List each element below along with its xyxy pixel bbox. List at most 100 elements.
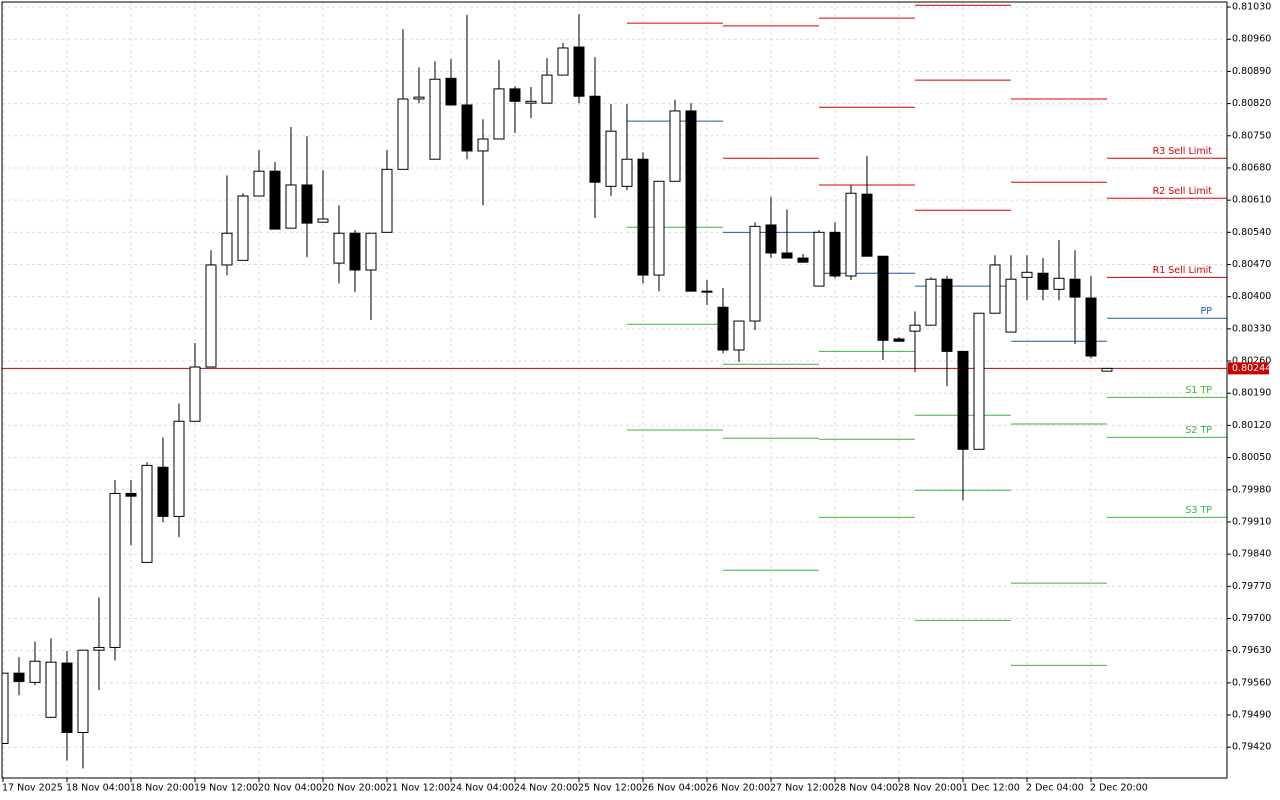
candle-body [429, 78, 441, 160]
candle-body [749, 225, 761, 322]
x-tick-label: 24 Nov 04:00 [450, 783, 514, 794]
candle-body [349, 232, 361, 271]
candle-body [653, 180, 665, 276]
x-tick-label: 26 Nov 04:00 [642, 783, 706, 794]
y-tick-label: 0.79420 [1232, 742, 1271, 753]
candle-body [365, 232, 377, 271]
candle-body [989, 264, 1001, 314]
y-tick-label: 0.79980 [1232, 484, 1271, 495]
level-label: S2 TP [1185, 425, 1212, 436]
candle-body [333, 232, 345, 264]
candle-body [125, 492, 137, 497]
plot-frame [1, 1, 1228, 779]
x-tick-label: 2 Dec 04:00 [1026, 783, 1084, 794]
y-tick-label: 0.79630 [1232, 645, 1271, 656]
y-tick-label: 0.79770 [1232, 581, 1271, 592]
level-label: R1 Sell Limit [1153, 265, 1213, 276]
candle-body [317, 218, 329, 223]
candle-body [493, 88, 505, 140]
candle-body [381, 168, 393, 233]
y-tick-label: 0.80190 [1232, 388, 1271, 399]
candle-body [941, 278, 953, 352]
y-tick-label: 0.79910 [1232, 516, 1271, 527]
x-tick-label: 21 Nov 12:00 [386, 783, 450, 794]
x-tick-label: 19 Nov 12:00 [194, 783, 258, 794]
x-tick-label: 28 Nov 20:00 [898, 783, 962, 794]
x-tick-label: 20 Nov 04:00 [258, 783, 322, 794]
candle-body [717, 306, 729, 351]
candle-body [461, 104, 473, 152]
candle-body [797, 257, 809, 263]
y-tick-label: 0.81030 [1232, 2, 1271, 13]
candle-body [1069, 278, 1081, 298]
y-tick-label: 0.80960 [1232, 34, 1271, 45]
candle-body [1005, 278, 1017, 333]
y-tick-label: 0.80680 [1232, 162, 1271, 173]
candle-body [173, 420, 185, 517]
candle-body [525, 100, 537, 104]
current-price-label: 0.80244 [1232, 363, 1271, 374]
x-tick-label: 1 Dec 12:00 [962, 783, 1020, 794]
level-label: R3 Sell Limit [1153, 146, 1213, 157]
candle-body [413, 96, 425, 100]
candle-body [877, 255, 889, 341]
x-tick-label: 18 Nov 04:00 [66, 783, 130, 794]
candle-body [957, 350, 969, 450]
candle-body [541, 74, 553, 104]
x-tick-label: 18 Nov 20:00 [130, 783, 194, 794]
candle-body [861, 193, 873, 257]
y-tick-label: 0.80260 [1232, 356, 1271, 367]
candle-body [1101, 367, 1113, 372]
candle-body [189, 366, 201, 422]
y-tick-label: 0.80890 [1232, 66, 1271, 77]
candle-body [973, 312, 985, 450]
candle-body [701, 290, 713, 293]
candle-body [637, 158, 649, 276]
candle-body [509, 88, 521, 102]
x-tick-label: 2 Dec 20:00 [1090, 783, 1148, 794]
candle-body [893, 338, 905, 342]
candle-body [781, 252, 793, 259]
candle-body [1085, 297, 1097, 357]
candle-body [93, 646, 105, 651]
y-tick-label: 0.79700 [1232, 613, 1271, 624]
candle-body [1053, 277, 1065, 290]
y-tick-label: 0.80120 [1232, 420, 1271, 431]
x-tick-label: 25 Nov 12:00 [578, 783, 642, 794]
candle-body [813, 231, 825, 287]
candle-body [829, 231, 841, 277]
candle-body [205, 264, 217, 368]
candle-body [157, 466, 169, 517]
candle-body [845, 192, 857, 277]
y-tick-label: 0.80610 [1232, 195, 1271, 206]
candle-body [253, 170, 265, 197]
candle-body [477, 138, 489, 152]
y-tick-label: 0.80820 [1232, 98, 1271, 109]
x-tick-label: 17 Nov 2025 [2, 783, 63, 794]
candle-body [605, 130, 617, 187]
candle-body [557, 47, 569, 76]
y-tick-label: 0.79840 [1232, 549, 1271, 560]
x-tick-label: 26 Nov 20:00 [706, 783, 770, 794]
y-tick-label: 0.79560 [1232, 677, 1271, 688]
candle-body [141, 464, 153, 563]
candle-body [269, 170, 281, 230]
level-label: S3 TP [1185, 505, 1212, 516]
level-label: R2 Sell Limit [1153, 186, 1213, 197]
y-tick-label: 0.80540 [1232, 227, 1271, 238]
candle-body [77, 649, 89, 733]
candle-body [765, 224, 777, 254]
current-price-tag [1228, 362, 1269, 375]
candle-body [13, 672, 25, 682]
candle-body [29, 660, 41, 683]
candle-body [2, 672, 9, 745]
candle-body [733, 320, 745, 351]
x-tick-label: 27 Nov 12:00 [770, 783, 834, 794]
candle-body [221, 232, 233, 266]
x-tick-label: 24 Nov 20:00 [514, 783, 578, 794]
y-tick-label: 0.80330 [1232, 323, 1271, 334]
candle-body [45, 661, 57, 718]
y-tick-label: 0.79490 [1232, 710, 1271, 721]
candle-body [621, 158, 633, 187]
